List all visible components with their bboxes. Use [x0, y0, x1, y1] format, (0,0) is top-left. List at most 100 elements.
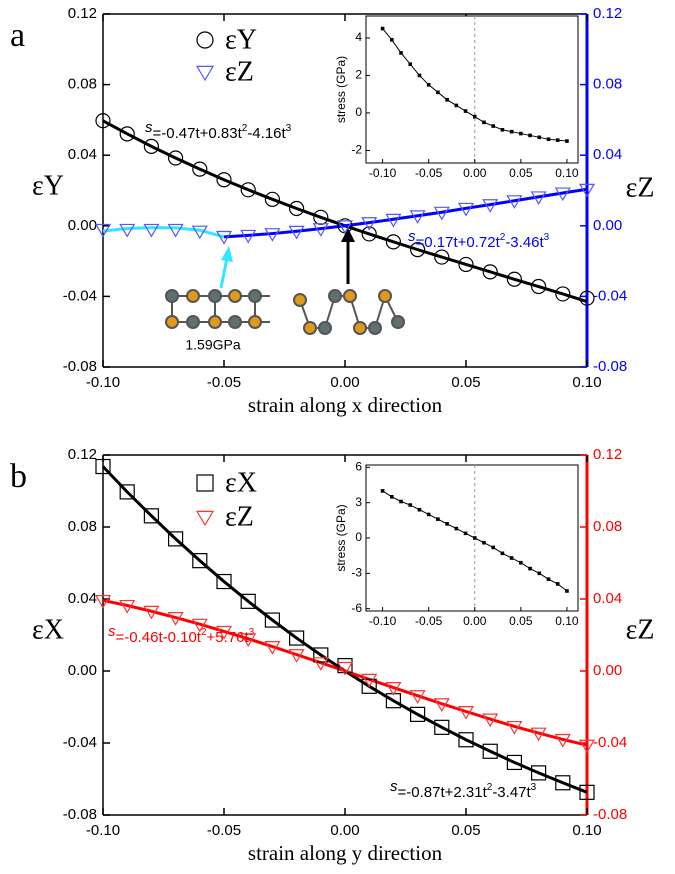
- marker-triangle: [530, 727, 547, 742]
- marker-square: [506, 754, 522, 771]
- y-tick-label: 2: [355, 68, 362, 82]
- x-tick-label: -0.05: [207, 822, 241, 839]
- y-tick-label: 0.12: [68, 446, 97, 463]
- marker-triangle: [336, 661, 354, 676]
- y2-axis-label: εZ: [626, 614, 655, 645]
- x-tick-label: 0.10: [555, 614, 579, 628]
- y-axis-label: stress (GPa): [334, 56, 348, 123]
- marker-triangle: [94, 223, 112, 238]
- fit-line: [223, 187, 588, 239]
- equation-part: =0.17t+0.72t: [416, 234, 501, 251]
- y-tick-label: 0.04: [68, 590, 97, 607]
- equation-part: 3: [249, 627, 255, 638]
- marker-triangle: [195, 65, 215, 82]
- point: [408, 503, 413, 507]
- y-tick-label: 0.00: [68, 662, 97, 679]
- atom: [248, 289, 262, 303]
- marker-circle: [119, 126, 135, 142]
- legend-label: εZ: [225, 56, 254, 87]
- marker-triangle: [578, 183, 596, 198]
- marker-circle: [361, 226, 377, 242]
- atom: [165, 315, 179, 329]
- point: [454, 526, 459, 531]
- marker-square: [119, 484, 135, 500]
- marker-triangle: [457, 202, 475, 217]
- y-tick-label: 0: [355, 530, 362, 544]
- y-tick-label: -0.08: [63, 806, 97, 823]
- fit-equation: s=-0.47t+0.83t2-4.16t3: [145, 119, 292, 142]
- y2-tick-label: 0.12: [593, 446, 622, 463]
- x-tick-label: 0.10: [555, 166, 579, 180]
- marker-triangle: [530, 191, 547, 206]
- fit-equation: s=0.17t+0.72t2-3.46t3: [408, 228, 550, 251]
- point: [509, 556, 514, 560]
- marker-square: [216, 573, 232, 590]
- marker-triangle: [554, 187, 571, 202]
- point: [565, 139, 569, 143]
- equation-part: -3.47t: [492, 784, 531, 801]
- x-tick-label: -0.05: [415, 614, 443, 628]
- marker-triangle: [385, 213, 402, 228]
- atom: [328, 289, 342, 303]
- marker-triangle: [457, 705, 475, 720]
- equation-part: s: [108, 623, 116, 640]
- point: [399, 499, 403, 504]
- atom: [228, 289, 242, 303]
- marker-square: [192, 553, 208, 569]
- point: [445, 98, 449, 102]
- marker-triangle: [288, 225, 305, 240]
- point: [463, 531, 468, 536]
- inset: -0.10 -0.05 0.00 0.05 0.10 -6 -3 0 3 6 stress (GPa…: [334, 460, 579, 629]
- marker-square: [530, 765, 547, 781]
- marker-square: [95, 458, 111, 475]
- y-tick-label: -2: [351, 143, 362, 157]
- point: [380, 26, 385, 31]
- marker-triangle: [506, 720, 523, 735]
- marker-circle: [196, 31, 214, 49]
- point: [426, 83, 431, 87]
- atom: [186, 289, 200, 303]
- marker-triangle: [361, 217, 378, 231]
- equation-part: -3.46t: [505, 234, 544, 251]
- equation-part: 2: [487, 782, 493, 793]
- marker-triangle: [554, 733, 571, 748]
- inset: -0.10 -0.05 0.00 0.05 0.10 -2 0 2 4 stress (GPa): [334, 15, 579, 180]
- marker-triangle: [167, 612, 184, 626]
- marker-triangle: [433, 206, 450, 221]
- y2-tick-label: 0.04: [593, 590, 622, 607]
- x-tick-label: 0.00: [463, 166, 487, 180]
- atom: [391, 315, 405, 329]
- point: [445, 522, 449, 526]
- point: [436, 517, 440, 521]
- point: [408, 62, 413, 66]
- legend-label: εX: [225, 467, 257, 498]
- marker-triangle: [143, 223, 160, 238]
- y2-axis-label: εZ: [626, 172, 655, 203]
- marker-triangle: [409, 690, 426, 704]
- y2-tick-label: -0.08: [593, 806, 627, 823]
- panel-label: a: [10, 17, 25, 54]
- equation-part: 3: [531, 782, 537, 793]
- equation-part: 2: [242, 123, 248, 134]
- x-tick-label: -0.10: [369, 166, 397, 180]
- equation-part: s: [145, 119, 153, 136]
- y2-tick-label: 0.08: [593, 518, 622, 535]
- point: [380, 489, 385, 493]
- panel: -0.10 -0.05 0.00 0.05 0.10-0.08-0.040.000.04…: [10, 5, 654, 417]
- atom: [208, 289, 222, 303]
- marker-triangle: [506, 195, 523, 209]
- point: [472, 536, 477, 540]
- marker-square: [289, 630, 305, 646]
- molecule-decoration: [165, 289, 405, 335]
- point: [390, 38, 394, 42]
- inset-frame: [365, 464, 579, 612]
- marker-triangle: [482, 199, 499, 213]
- marker-square: [482, 743, 498, 759]
- x-tick-label: -0.10: [86, 822, 120, 839]
- marker-square: [143, 508, 159, 524]
- marker-circle: [410, 242, 426, 258]
- y2-tick-label: 0.00: [593, 662, 622, 679]
- annotation: 1.59GPa: [185, 337, 240, 353]
- fit-equation: s=-0.46t-0.10t2+5.76t3: [108, 623, 255, 646]
- y-tick-label: 0.08: [68, 76, 97, 93]
